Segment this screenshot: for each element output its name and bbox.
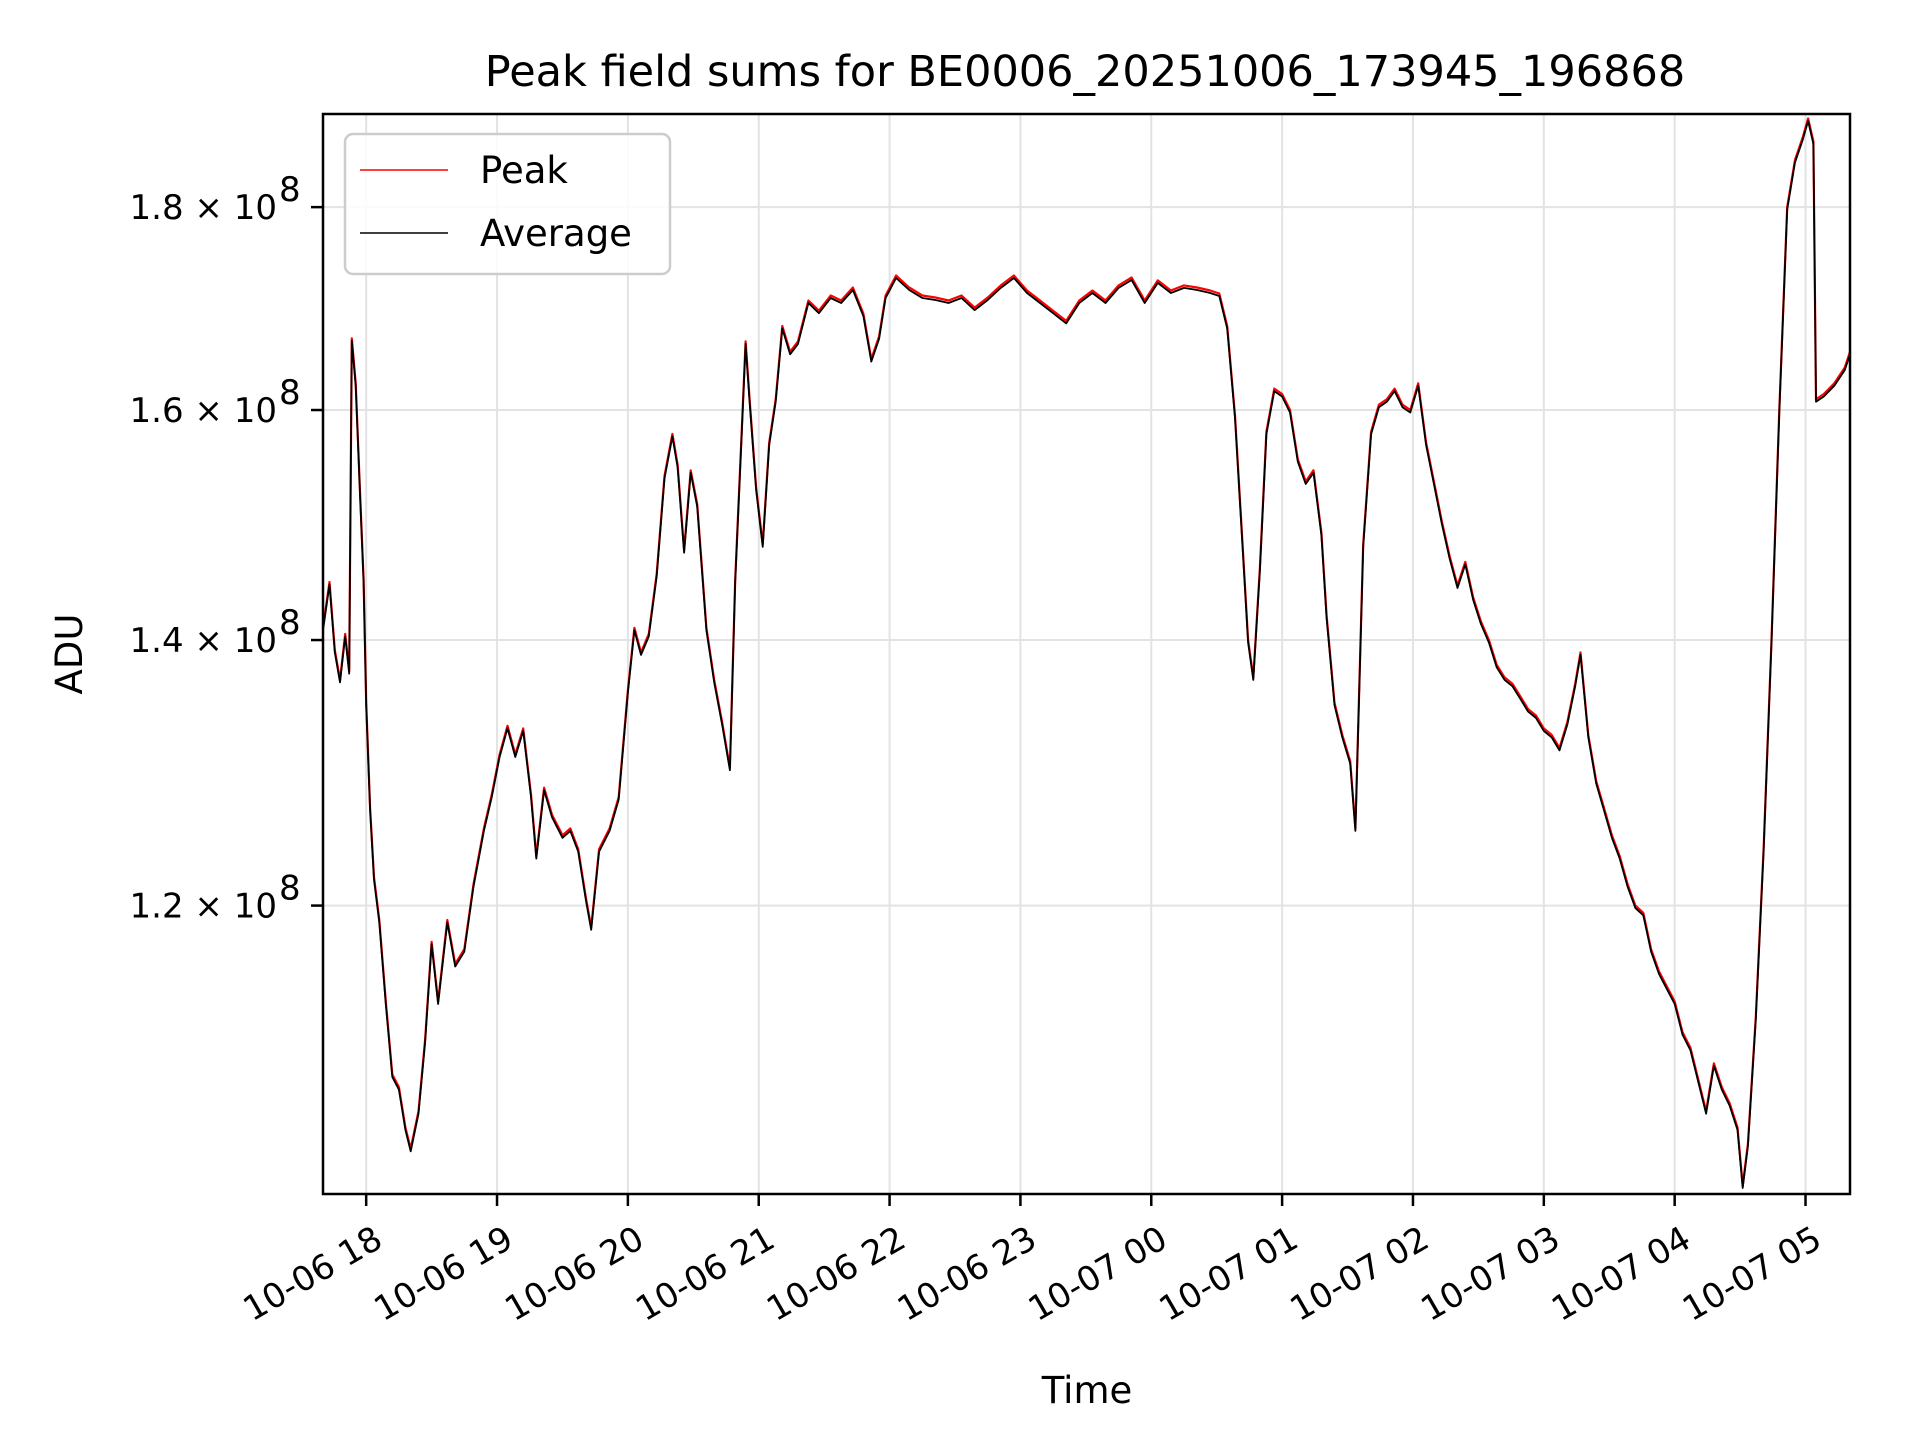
y-tick-label: 1.8 × 10	[130, 188, 277, 228]
legend-box	[343, 132, 672, 276]
y-tick-exponent: 8	[279, 603, 301, 643]
plot-frame	[321, 112, 1852, 1196]
y-tick-label: 1.2 × 10	[130, 887, 277, 927]
legend: Peak Average	[343, 132, 672, 276]
y-tick-exponent: 8	[279, 170, 301, 210]
y-tick-label: 1.6 × 10	[130, 391, 277, 431]
y-axis-label: ADU	[48, 614, 91, 695]
legend-label-peak: Peak	[480, 149, 568, 192]
y-tick-exponent: 8	[279, 869, 301, 909]
x-axis-label: Time	[1041, 1369, 1133, 1412]
legend-label-average: Average	[480, 212, 632, 255]
y-tick-exponent: 8	[279, 373, 301, 413]
y-tick-label: 1.4 × 10	[130, 621, 277, 661]
grid	[323, 114, 1850, 1194]
series-line-average	[322, 120, 1851, 1189]
plot-lines	[321, 117, 1852, 1189]
chart-title: Peak field sums for BE0006_20251006_1739…	[485, 47, 1685, 97]
y-axis: 1.2 × 10 81.4 × 10 81.6 × 10 81.8 × 10 8	[130, 170, 323, 927]
